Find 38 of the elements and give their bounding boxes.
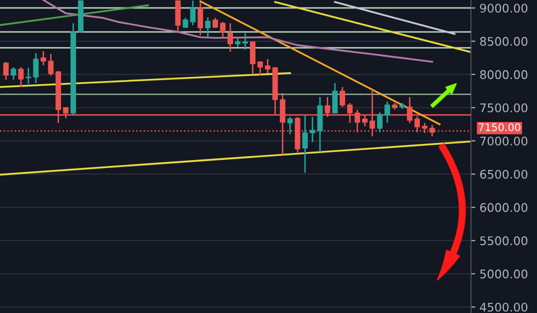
y-tick-label: 7000.00 (480, 136, 528, 146)
candlestick (235, 37, 240, 48)
candlestick (212, 17, 218, 29)
ref-line-label: 7150.00 (478, 123, 520, 132)
candlestick (10, 66, 16, 80)
candlestick (310, 116, 316, 143)
y-tick-label: 6000.00 (480, 203, 528, 212)
y-tick-label: 7500.00 (480, 103, 528, 112)
candlestick (205, 16, 211, 39)
candlestick (40, 50, 46, 66)
candlestick (220, 21, 226, 39)
y-tick-label: 5000.00 (480, 270, 528, 278)
candlestick (182, 17, 188, 29)
y-tick-label: 5500.00 (480, 236, 528, 246)
candlestick (33, 52, 39, 84)
candlestick (287, 116, 293, 135)
candlestick (3, 61, 9, 80)
candlestick (26, 67, 32, 84)
candlestick (377, 112, 383, 133)
candlestick (302, 114, 308, 174)
candlestick (384, 100, 390, 124)
candlestick (190, 0, 196, 26)
candlestick (242, 32, 248, 51)
y-tick-label: 9000.00 (480, 4, 528, 13)
candlestick (257, 60, 263, 76)
y-tick-label: 8000.00 (480, 70, 528, 80)
candlestick (332, 82, 338, 114)
candlestick (250, 40, 256, 74)
candlestick (340, 86, 346, 108)
candlestick (48, 53, 54, 76)
candlestick (198, 2, 204, 36)
candlestick (228, 22, 234, 53)
y-tick-label: 8500.00 (480, 36, 528, 46)
candlestick (264, 58, 270, 74)
y-tick-label: 4500.00 (480, 302, 528, 312)
candlestick (18, 66, 24, 88)
line-series (42, 0, 434, 63)
y-tick-label: 6500.00 (480, 170, 528, 179)
